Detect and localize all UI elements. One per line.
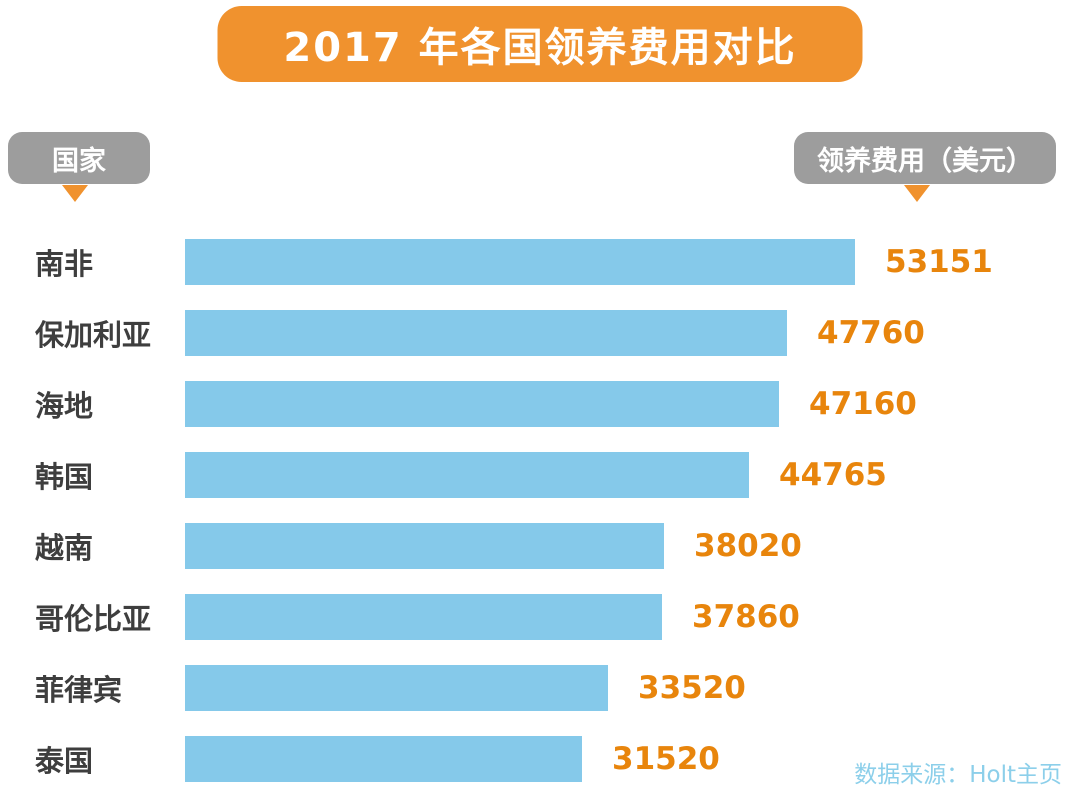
bar xyxy=(185,238,855,285)
bar-chart: 南非 53151 保加利亚 47760 海地 47160 韩国 44765 越南 38020 哥伦比… xyxy=(0,226,1080,794)
bar-row: 韩国 44765 xyxy=(0,439,1080,510)
bar-track: 53151 xyxy=(185,238,1080,285)
bar-row: 保加利亚 47760 xyxy=(0,297,1080,368)
value-label: 33520 xyxy=(638,669,746,706)
value-label: 47160 xyxy=(809,385,917,422)
bar-row: 南非 53151 xyxy=(0,226,1080,297)
category-label: 南非 xyxy=(35,246,94,281)
country-column-header-label: 国家 xyxy=(52,145,106,177)
value-label: 31520 xyxy=(612,740,720,777)
category-label: 菲律宾 xyxy=(35,672,123,707)
bar-row: 海地 47160 xyxy=(0,368,1080,439)
bar xyxy=(185,309,787,356)
category-label: 海地 xyxy=(35,388,94,423)
bar xyxy=(185,664,608,711)
category-label: 哥伦比亚 xyxy=(35,601,152,636)
bar-track: 44765 xyxy=(185,451,1080,498)
chart-title: 2017 年各国领养费用对比 xyxy=(283,25,797,71)
category-label: 韩国 xyxy=(35,459,94,494)
category-label: 泰国 xyxy=(35,743,94,778)
country-column-header: 国家 xyxy=(8,132,150,184)
bar-track: 33520 xyxy=(185,664,1080,711)
category-label: 保加利亚 xyxy=(35,317,152,352)
fee-column-header-label: 领养费用（美元） xyxy=(817,145,1033,177)
bar xyxy=(185,593,662,640)
value-label: 53151 xyxy=(885,243,993,280)
country-pointer-triangle-icon xyxy=(62,185,88,202)
value-label: 44765 xyxy=(779,456,887,493)
bar-row: 哥伦比亚 37860 xyxy=(0,581,1080,652)
fee-pointer-triangle-icon xyxy=(904,185,930,202)
bar-track: 38020 xyxy=(185,522,1080,569)
bar-track: 37860 xyxy=(185,593,1080,640)
bar-track: 47760 xyxy=(185,309,1080,356)
chart-title-banner: 2017 年各国领养费用对比 xyxy=(217,6,863,82)
value-label: 47760 xyxy=(817,314,925,351)
bar-row: 越南 38020 xyxy=(0,510,1080,581)
category-label: 越南 xyxy=(35,530,94,565)
bar xyxy=(185,380,779,427)
data-source-note: 数据来源：Holt主页 xyxy=(854,762,1062,788)
value-label: 37860 xyxy=(692,598,800,635)
fee-column-header: 领养费用（美元） xyxy=(794,132,1056,184)
bar xyxy=(185,522,664,569)
bar-row: 菲律宾 33520 xyxy=(0,652,1080,723)
bar-row: 泰国 31520 xyxy=(0,723,1080,794)
bar-track: 31520 xyxy=(185,735,1080,782)
bar xyxy=(185,451,749,498)
bar xyxy=(185,735,582,782)
value-label: 38020 xyxy=(694,527,802,564)
bar-track: 47160 xyxy=(185,380,1080,427)
